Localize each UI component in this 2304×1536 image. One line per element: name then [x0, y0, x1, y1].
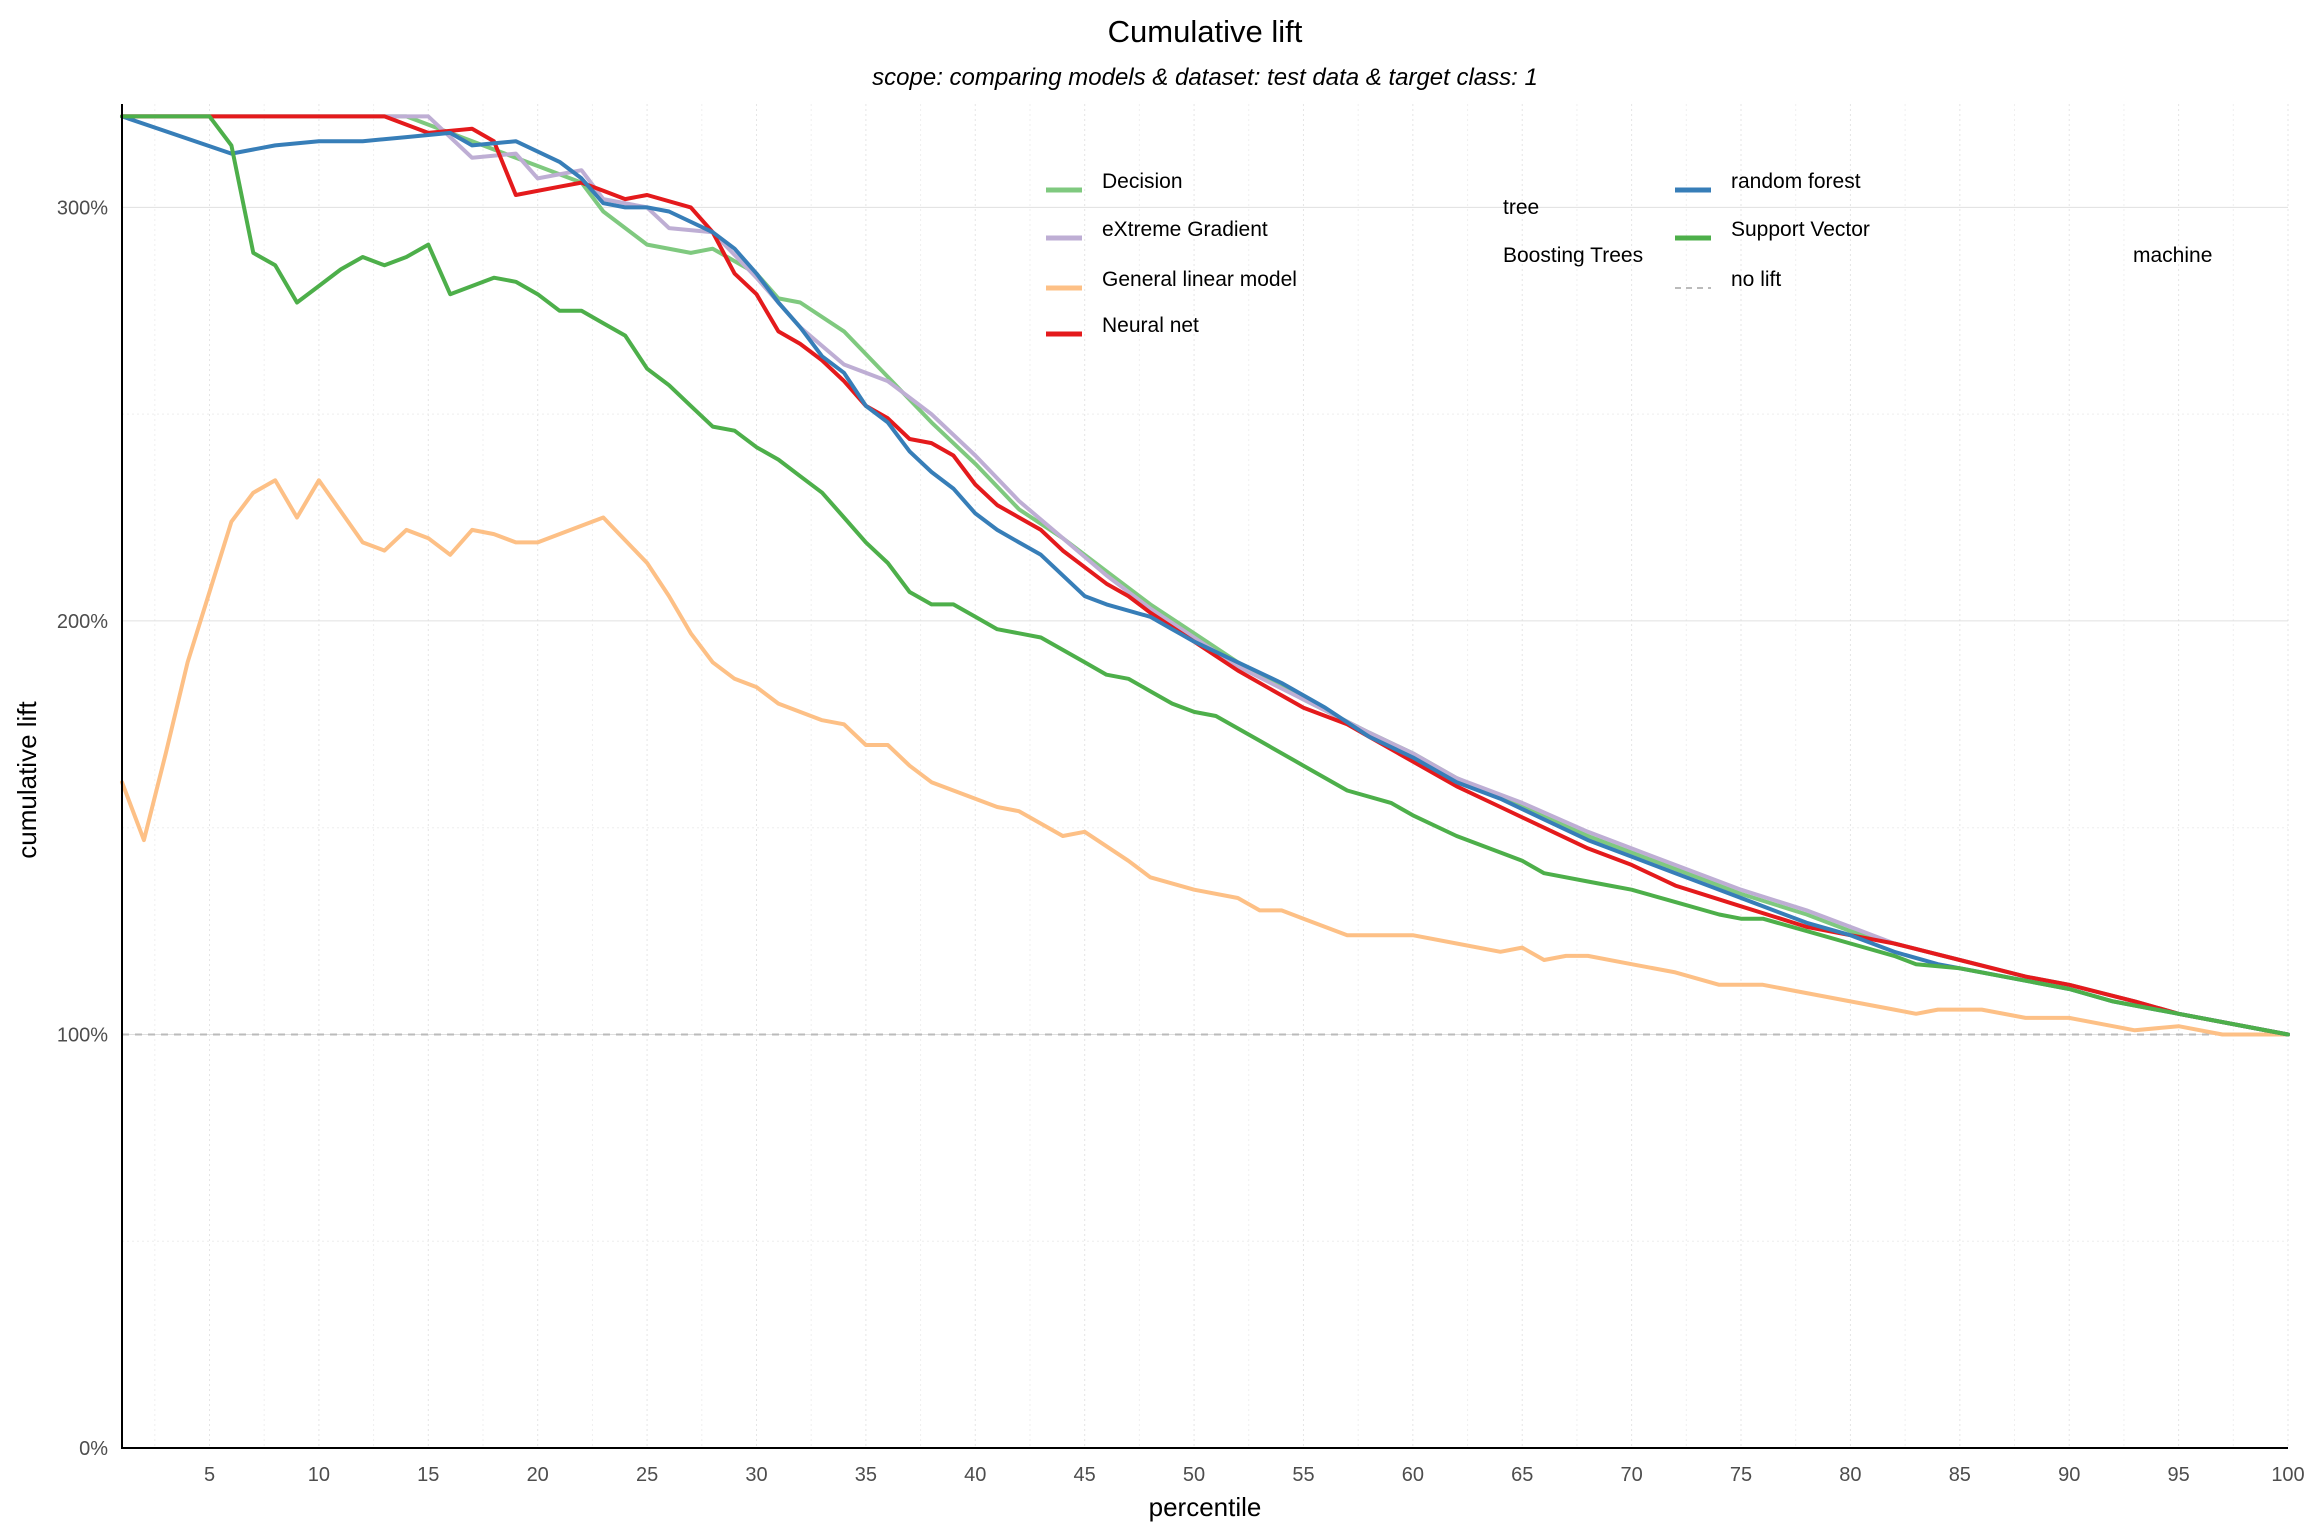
- x-tick-label: 25: [636, 1464, 658, 1486]
- x-tick-label: 100: [2271, 1464, 2304, 1486]
- series-layer: [120, 114, 2290, 1037]
- y-tick-label: 0%: [79, 1438, 108, 1460]
- legend-label: machine: [2133, 244, 2212, 267]
- series-line: [120, 114, 2290, 1037]
- legend-label: Neural net: [1102, 314, 1199, 337]
- legend-label: Boosting Trees: [1503, 244, 1643, 267]
- x-tick-label: 65: [1511, 1464, 1533, 1486]
- series-line: [120, 114, 2290, 1037]
- series-line: [120, 114, 2290, 1037]
- x-tick-label: 85: [1949, 1464, 1971, 1486]
- x-axis-label: percentile: [1149, 1492, 1262, 1522]
- chart-subtitle: scope: comparing models & dataset: test …: [872, 64, 1538, 91]
- series-line: [120, 114, 2290, 1037]
- series-line: [120, 478, 2290, 1037]
- x-tick-label: 15: [417, 1464, 439, 1486]
- y-axis-label: cumulative lift: [12, 700, 42, 858]
- x-tick-label: 30: [745, 1464, 767, 1486]
- x-tick-label: 35: [855, 1464, 877, 1486]
- chart-title: Cumulative lift: [1108, 14, 1303, 49]
- x-tick-label: 55: [1292, 1464, 1314, 1486]
- x-tick-label: 50: [1183, 1464, 1205, 1486]
- legend-label: tree: [1503, 196, 1539, 219]
- x-tick-label: 75: [1730, 1464, 1752, 1486]
- x-tick-label: 5: [204, 1464, 215, 1486]
- y-tick-label: 300%: [57, 197, 108, 219]
- legend-label: Support Vector: [1731, 218, 1870, 241]
- legend-label: General linear model: [1102, 268, 1297, 291]
- x-tick-label: 95: [2167, 1464, 2189, 1486]
- x-tick-label: 70: [1621, 1464, 1643, 1486]
- x-tick-label: 80: [1839, 1464, 1861, 1486]
- y-tick-label: 200%: [57, 611, 108, 633]
- legend-label: Decision: [1102, 170, 1183, 193]
- axis-layer: 5 10 15 20 25 30 35 40 45 50 55 60 65 70 75 80 85 90 95 100…: [57, 104, 2304, 1486]
- legend-label: random forest: [1731, 170, 1861, 193]
- x-tick-label: 10: [308, 1464, 330, 1486]
- legend-label: no lift: [1731, 268, 1781, 291]
- x-tick-label: 90: [2058, 1464, 2080, 1486]
- series-line: [120, 114, 2290, 1037]
- x-tick-label: 20: [527, 1464, 549, 1486]
- x-tick-label: 45: [1074, 1464, 1096, 1486]
- x-tick-label: 60: [1402, 1464, 1424, 1486]
- x-tick-label: 40: [964, 1464, 986, 1486]
- y-tick-label: 100%: [57, 1024, 108, 1046]
- legend: Decision tree eXtreme Gradient Boosting Tre…: [1046, 170, 2212, 337]
- legend-label: eXtreme Gradient: [1102, 218, 1268, 241]
- grid-layer: [122, 104, 2289, 1448]
